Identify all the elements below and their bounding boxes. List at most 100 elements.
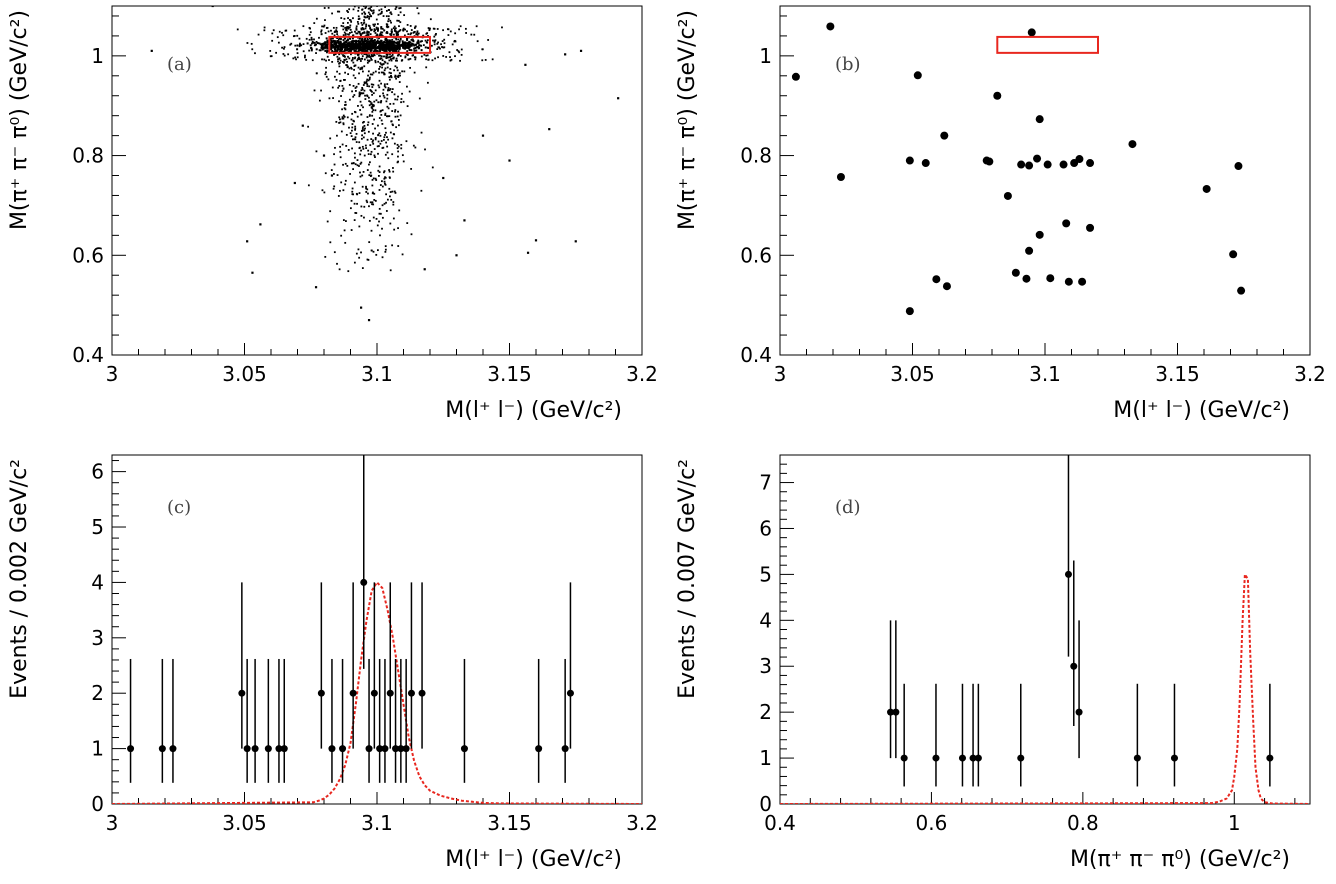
- scatter-point: [341, 116, 344, 119]
- scatter-point: [336, 46, 339, 49]
- scatter-point: [372, 216, 375, 219]
- scatter-point: [391, 244, 394, 247]
- x-tick-label: 3.2: [626, 811, 658, 835]
- scatter-point: [1202, 184, 1211, 193]
- data-point: [1017, 683, 1025, 787]
- data-marker: [460, 745, 468, 753]
- scatter-point: [379, 42, 382, 45]
- scatter-point: [337, 86, 340, 89]
- scatter-point: [365, 41, 368, 44]
- scatter-point: [354, 163, 357, 166]
- scatter-point: [372, 83, 375, 86]
- scatter-point: [392, 41, 395, 44]
- scatter-point: [396, 75, 399, 78]
- scatter-point: [380, 82, 383, 85]
- scatter-point: [358, 225, 361, 228]
- scatter-point: [331, 50, 334, 53]
- scatter-point: [384, 114, 387, 116]
- scatter-point: [372, 177, 375, 180]
- scatter-point: [394, 75, 397, 78]
- scatter-point: [334, 49, 337, 52]
- scatter-point: [376, 23, 379, 25]
- scatter-point: [372, 142, 375, 145]
- scatter-point: [393, 28, 396, 31]
- scatter-point: [362, 170, 365, 173]
- scatter-point: [437, 56, 439, 59]
- scatter-point: [364, 40, 367, 43]
- scatter-point: [390, 59, 393, 62]
- scatter-point: [392, 27, 395, 30]
- scatter-point: [387, 56, 390, 59]
- scatter-point: [296, 52, 299, 55]
- scatter-point: [441, 46, 443, 48]
- scatter-point: [356, 159, 359, 162]
- scatter-point: [381, 47, 384, 50]
- scatter-point: [357, 18, 360, 21]
- scatter-point: [345, 41, 348, 44]
- scatter-point: [361, 66, 364, 69]
- scatter-point: [382, 94, 385, 97]
- scatter-point: [246, 240, 249, 243]
- scatter-point: [398, 41, 401, 44]
- y-tick-label: 3: [759, 654, 772, 678]
- scatter-point: [380, 119, 383, 122]
- scatter-point: [365, 147, 368, 149]
- scatter-point: [345, 39, 348, 42]
- scatter-point: [364, 13, 367, 15]
- scatter-point: [345, 133, 348, 136]
- scatter-point: [372, 92, 375, 95]
- scatter-point: [389, 44, 392, 47]
- scatter-point: [337, 58, 339, 61]
- scatter-point: [339, 37, 342, 40]
- scatter-point: [394, 191, 397, 194]
- scatter-point: [346, 46, 349, 49]
- scatter-point: [311, 59, 314, 62]
- scatter-point: [449, 30, 452, 33]
- scatter-point: [394, 109, 397, 111]
- panel-b: 3 3.05 3.1 3.15 3.2 0.4 0.6 0.8 1 M(l⁺ l⁻) (GeV/c…: [675, 5, 1326, 423]
- scatter-point: [425, 54, 428, 57]
- scatter-point: [940, 131, 949, 140]
- scatter-point: [398, 30, 401, 32]
- scatter-point: [338, 116, 341, 119]
- scatter-point: [383, 136, 386, 139]
- scatter-point: [993, 91, 1002, 100]
- scatter-point: [353, 6, 356, 8]
- scatter-point: [372, 132, 374, 135]
- scatter-point: [378, 189, 381, 191]
- scatter-point: [360, 27, 363, 30]
- scatter-point: [370, 103, 373, 105]
- plot-frame: [111, 454, 643, 805]
- scatter-point: [342, 117, 345, 120]
- scatter-point: [416, 41, 419, 44]
- scatter-point: [325, 75, 328, 78]
- scatter-point: [353, 110, 356, 113]
- data-marker: [243, 745, 251, 753]
- scatter-point: [345, 27, 348, 30]
- scatter-point: [407, 58, 410, 61]
- scatter-point: [396, 43, 399, 46]
- scatter-point: [333, 40, 336, 43]
- scatter-point: [985, 157, 994, 166]
- scatter-point: [363, 15, 366, 18]
- scatter-point: [383, 180, 386, 183]
- scatter-point: [393, 69, 396, 72]
- scatter-point: [359, 60, 362, 62]
- scatter-point: [464, 27, 467, 30]
- scatter-point: [380, 71, 383, 74]
- scatter-point: [391, 153, 394, 156]
- scatter-point: [386, 42, 389, 45]
- scatter-point: [330, 29, 332, 32]
- scatter-point: [271, 32, 274, 35]
- scatter-point: [386, 145, 389, 148]
- scatter-point: [333, 75, 336, 78]
- scatter-point: [392, 102, 395, 105]
- scatter-point: [392, 203, 395, 206]
- scatter-point: [421, 40, 423, 43]
- scatter-point: [383, 171, 385, 174]
- scatter-point: [352, 95, 355, 98]
- scatter-point: [374, 61, 377, 64]
- scatter-point: [410, 168, 413, 170]
- scatter-point: [365, 81, 368, 84]
- scatter-point: [344, 32, 347, 35]
